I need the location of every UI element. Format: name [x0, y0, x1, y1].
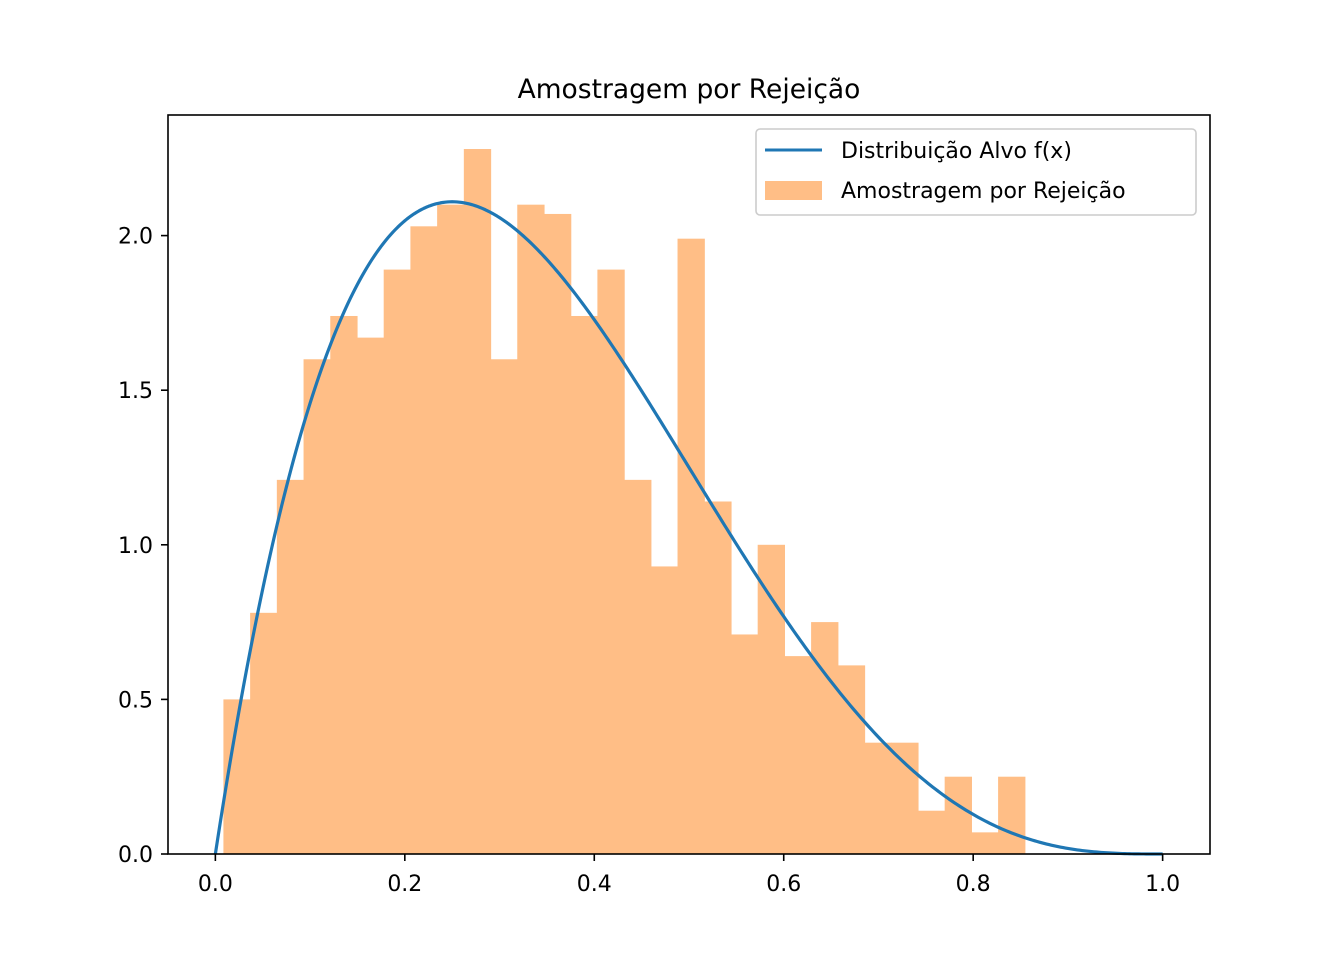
x-tick-label: 0.2 [387, 872, 422, 897]
legend: Distribuição Alvo f(x) Amostragem por Re… [755, 128, 1197, 216]
histogram-bars [223, 149, 1026, 855]
y-tick-label: 1.0 [118, 534, 153, 559]
legend-box [755, 128, 1197, 216]
histogram-bar [543, 213, 572, 854]
histogram-bar [383, 269, 412, 854]
legend-label-sampling: Amostragem por Rejeição [841, 179, 1126, 204]
histogram-bar [944, 776, 972, 854]
histogram-bar [250, 612, 278, 854]
histogram-bar [410, 226, 438, 854]
histogram-bar [624, 479, 652, 854]
y-tick-label: 0.0 [118, 843, 153, 868]
histogram-bar [517, 204, 545, 855]
histogram-bar [597, 269, 625, 854]
histogram-bar [971, 832, 999, 854]
histogram-bar [891, 742, 919, 854]
histogram-bar [917, 810, 946, 854]
histogram-bar [437, 204, 465, 855]
chart-title: Amostragem por Rejeição [518, 74, 861, 105]
histogram-bar [757, 544, 785, 854]
histogram-bar [784, 656, 812, 854]
histogram-bar [463, 149, 492, 854]
axes-frame [167, 114, 1211, 855]
target-distribution-line [213, 200, 1163, 856]
histogram-bar [650, 566, 679, 854]
x-tick-label: 0.0 [198, 872, 233, 897]
x-tick-label: 0.8 [956, 872, 991, 897]
histogram-bar [730, 634, 759, 854]
target-curve-layer [213, 200, 1163, 856]
histogram-bar [303, 359, 331, 854]
y-axis-ticks: 0.0 0.5 1.0 1.5 2.0 [118, 225, 168, 868]
legend-swatch-histogram [765, 181, 822, 200]
x-tick-label: 0.4 [577, 872, 612, 897]
y-tick-label: 1.5 [118, 379, 153, 404]
histogram-bar [704, 501, 732, 854]
histogram-bar [330, 315, 358, 854]
histogram-bar [570, 315, 598, 854]
legend-label-target: Distribuição Alvo f(x) [841, 139, 1072, 164]
histogram-bar [356, 337, 385, 854]
x-axis-ticks: 0.0 0.2 0.4 0.6 0.8 1.0 [198, 854, 1180, 897]
histogram-bar [811, 622, 839, 854]
x-tick-label: 0.6 [766, 872, 801, 897]
histogram-bar [864, 742, 892, 854]
histogram-bar [490, 359, 518, 854]
x-tick-label: 1.0 [1145, 872, 1180, 897]
histogram-bar [276, 479, 305, 854]
y-tick-label: 2.0 [118, 225, 153, 250]
histogram-bar [998, 776, 1026, 854]
y-tick-label: 0.5 [118, 688, 153, 713]
histogram-bar [677, 238, 705, 854]
